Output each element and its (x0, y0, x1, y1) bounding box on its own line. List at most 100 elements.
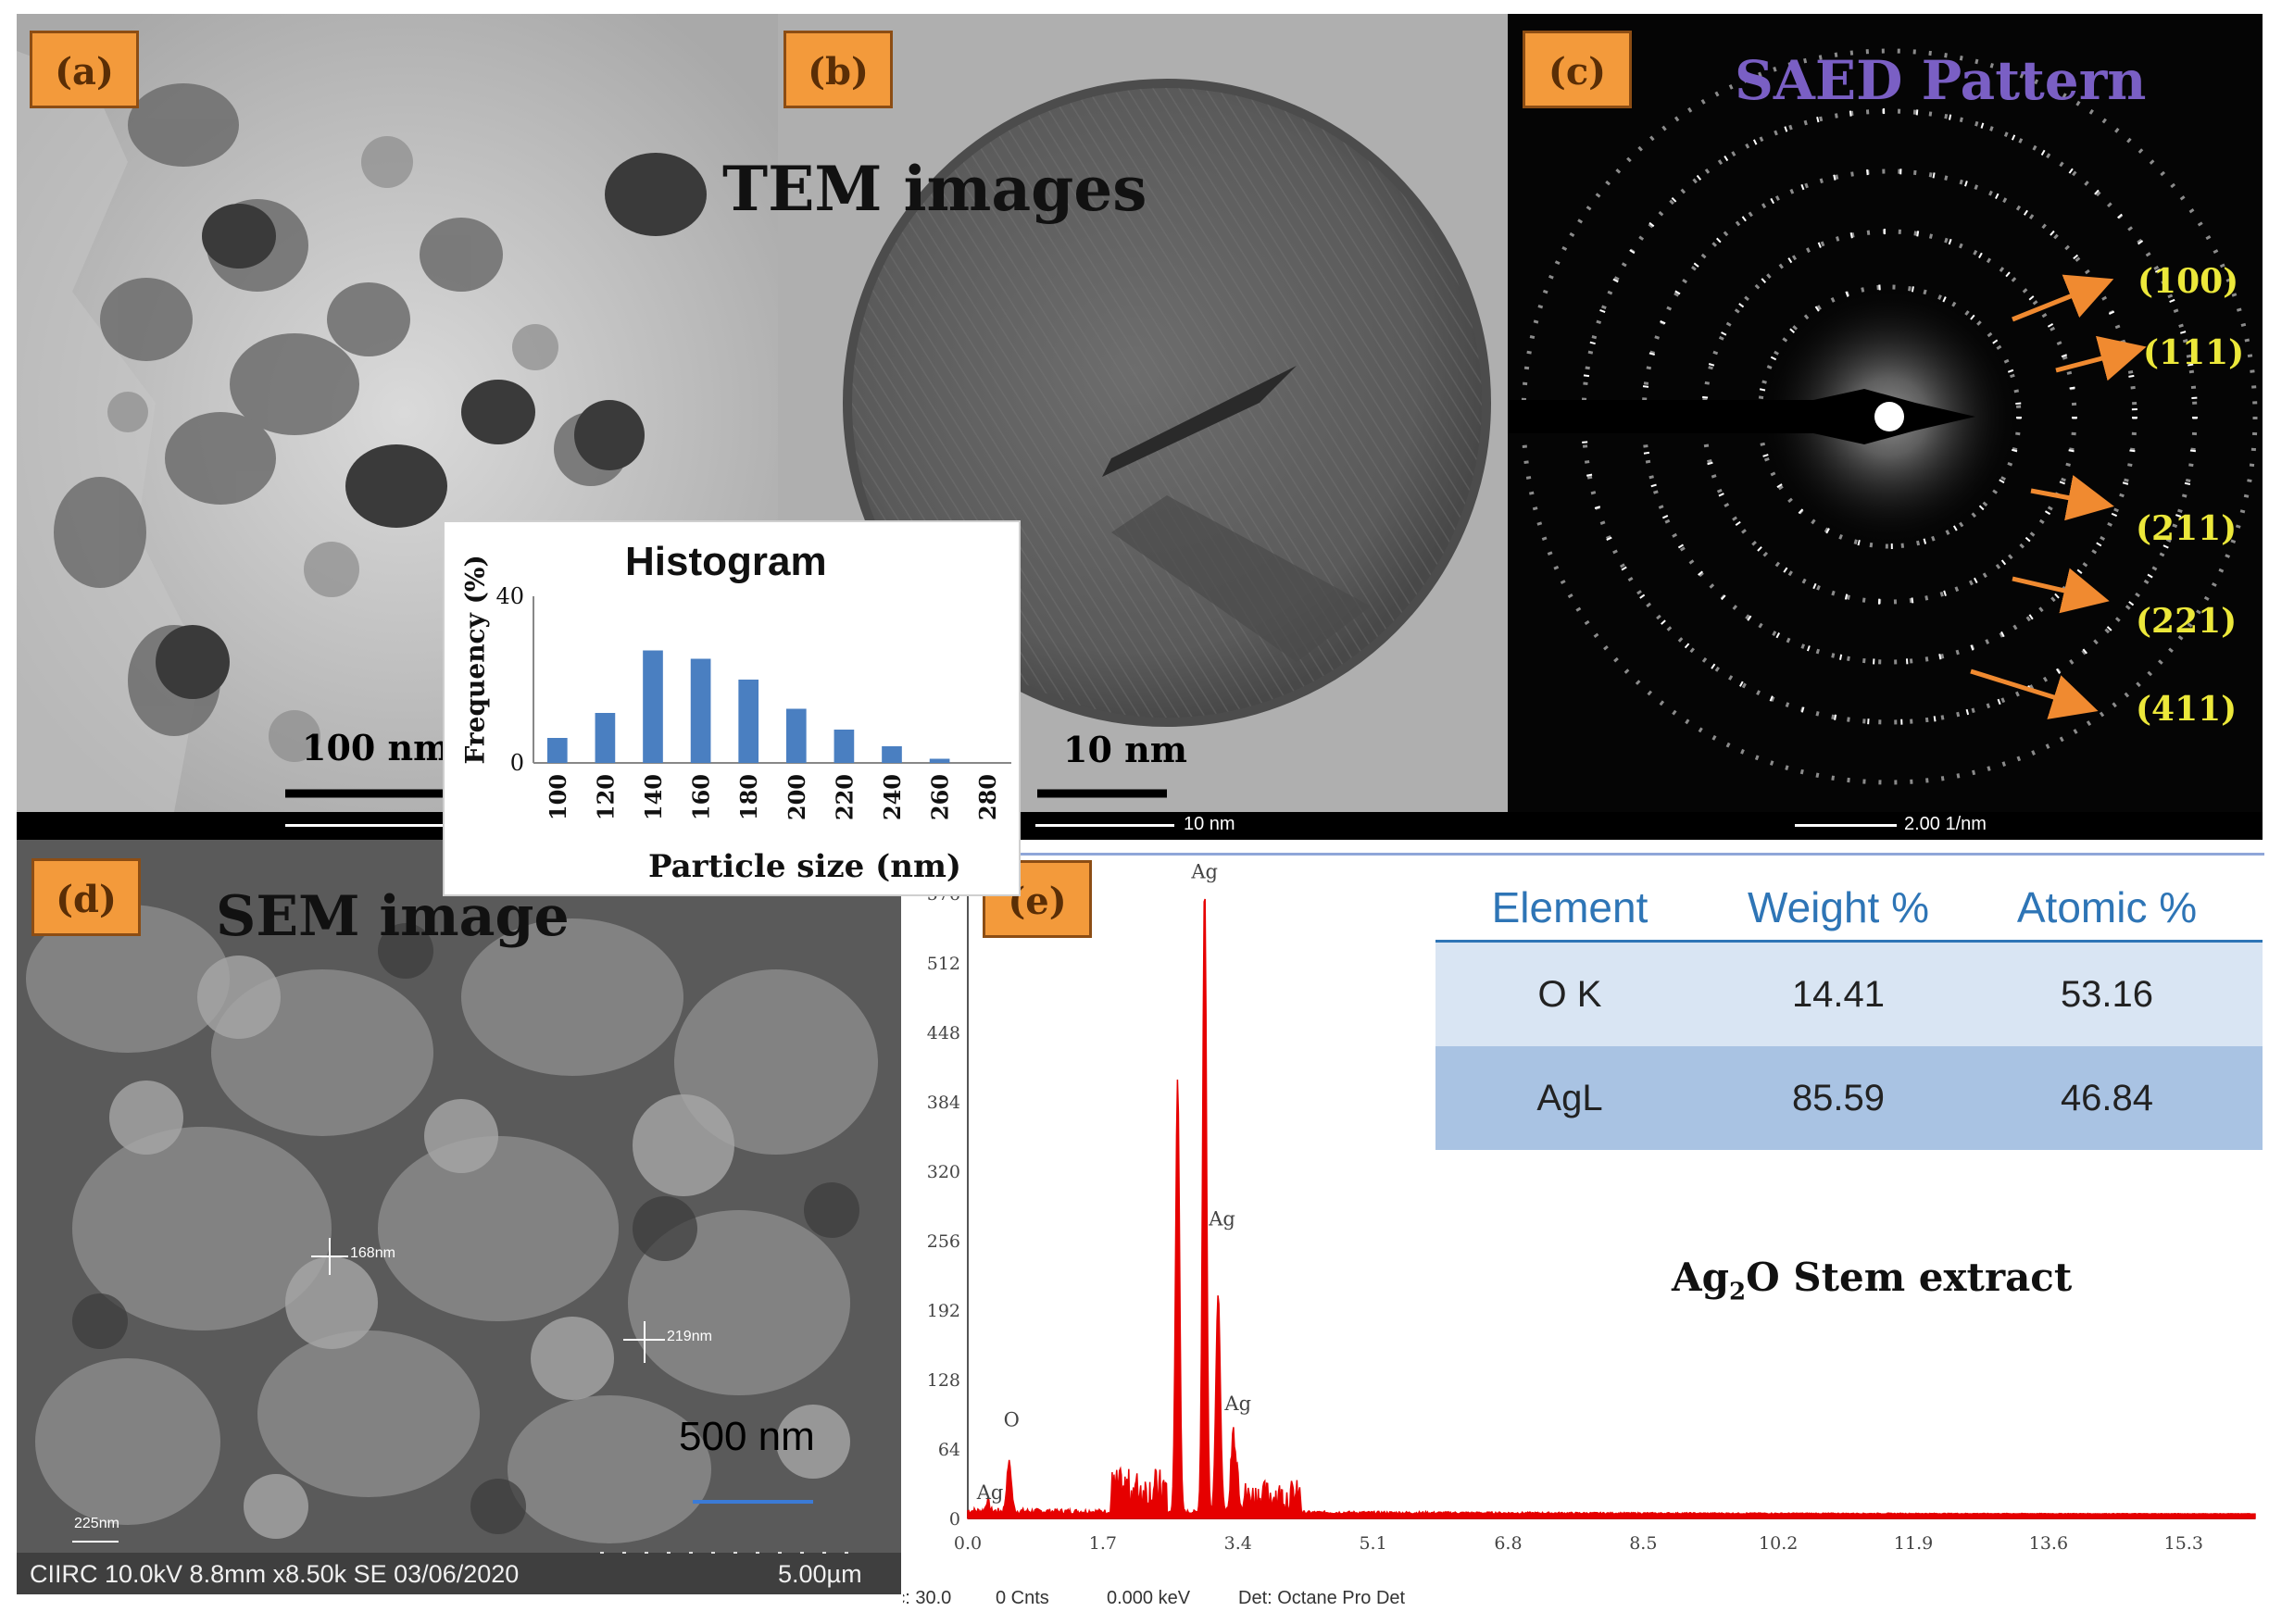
histogram-x-tick: 220 (831, 774, 858, 820)
histogram-x-tick: 180 (735, 774, 762, 820)
histogram-bar (738, 680, 759, 763)
saed-bar-scale (1795, 824, 1897, 827)
eds-x-tick: 11.9 (1894, 1533, 1933, 1554)
histogram-x-tick: 240 (879, 774, 906, 820)
saed-plane-111: (111) (2143, 333, 2245, 372)
eds-cell-atomic: 46.84 (2060, 1078, 2154, 1118)
eds-table-row-0: O K 14.41 53.16 (1435, 940, 2263, 1046)
eds-y-tick: 128 (927, 1370, 960, 1391)
eds-sample-sub: 2 (1728, 1278, 1747, 1306)
eds-table: Element Weight % Atomic % O K 14.41 53.1… (1435, 875, 2263, 1150)
sem-footer-scale: 5.00µm (778, 1560, 862, 1588)
saed-plane-411: (411) (2136, 690, 2238, 729)
histogram-x-tick: 160 (688, 774, 715, 820)
sem-measure-2: 219nm (667, 1329, 712, 1344)
histogram-bar (929, 758, 950, 763)
tem-images-title: TEM images (722, 153, 1147, 225)
histogram-x-tick: 280 (974, 774, 1001, 820)
eds-table-row-1: AgL 85.59 46.84 (1435, 1046, 2263, 1150)
histogram-bar (882, 746, 902, 763)
histogram-inset: 100 120 140 160 180 200 220 240 260 280 0 40 Histo… (443, 520, 1021, 896)
saed-plane-211: (211) (2136, 509, 2238, 548)
panel-c-saed: (c) SAED Pattern (100) (111) (211) (221)… (1508, 14, 2263, 812)
eds-peak-label: Ag (976, 1481, 1004, 1504)
eds-peak-label: Ag (1223, 1393, 1251, 1415)
eds-status-cnts: 0 Cnts (996, 1588, 1049, 1608)
eds-x-tick: 8.5 (1629, 1533, 1657, 1554)
panel-a-label: (a) (30, 31, 139, 108)
histogram-bar (595, 713, 616, 763)
eds-table-header-row: Element Weight % Atomic % (1435, 875, 2263, 940)
histogram-bar (785, 708, 807, 763)
saed-bar-caption: 2.00 1/nm (1904, 814, 1987, 834)
eds-peak-label: Ag (1190, 861, 1218, 883)
eds-y-tick: 256 (927, 1231, 960, 1252)
histogram-ylabel: Frequency (%) (459, 555, 491, 765)
eds-status-det: Det: Octane Pro Det (1238, 1588, 1406, 1608)
histogram-x-tick: 120 (592, 774, 619, 820)
saed-arrows (1970, 274, 2147, 719)
sem-micrograph (17, 840, 901, 1594)
eds-x-tick: 15.3 (2164, 1533, 2203, 1554)
saed-title: SAED Pattern (1735, 49, 2147, 112)
eds-x-tick: 13.6 (2029, 1533, 2068, 1554)
histogram-bar (643, 650, 663, 763)
eds-sample-suffix: O Stem extract (1746, 1255, 2073, 1300)
eds-y-tick: 192 (927, 1301, 960, 1321)
sem-measure-1: 168nm (350, 1245, 395, 1261)
eds-spectrum-chart: 064128192256320384448512576 0.01.73.45.1… (927, 861, 2256, 1554)
eds-cell-element: O K (1537, 974, 1602, 1015)
eds-peak-label: O (1004, 1408, 1020, 1430)
eds-sample-name: Ag2O Stem extract (1672, 1255, 2072, 1305)
eds-cell-weight: 85.59 (1791, 1078, 1886, 1118)
eds-cell-weight: 14.41 (1791, 974, 1886, 1015)
panel-b-scale-label: 10 nm (1063, 729, 1187, 770)
sem-measure-3: 225nm (74, 1516, 119, 1531)
histogram-x-tick: 100 (545, 774, 571, 820)
eds-y-tick: 0 (949, 1509, 960, 1530)
panel-c-label: (c) (1523, 31, 1632, 108)
eds-sample-prefix: Ag (1672, 1255, 1729, 1300)
sem-scale-label: 500 nm (679, 1414, 815, 1459)
tem-bottom-bar: 10 nm 2.00 1/nm (17, 812, 2263, 840)
histogram-bar (834, 730, 855, 763)
tem-a-bar-scale (285, 824, 443, 827)
eds-top-rule (903, 853, 2264, 856)
panel-d-sem: (d) SEM image 168nm 219nm 225nm 500 nm C… (17, 840, 901, 1594)
histogram-chart: 100 120 140 160 180 200 220 240 260 280 0 40 (495, 583, 1011, 820)
tem-b-bar-caption: 10 nm (1184, 814, 1235, 834)
histogram-x-tick: 260 (927, 774, 954, 820)
eds-header-weight: Weight % (1747, 883, 1930, 931)
eds-y-tick: 512 (927, 954, 960, 974)
eds-y-tick: 320 (927, 1162, 960, 1182)
histogram-x-tick: 200 (783, 774, 810, 820)
panel-d-label: (d) (31, 858, 141, 936)
tem-b-bar-scale (1035, 824, 1174, 827)
eds-x-tick: 1.7 (1089, 1533, 1117, 1554)
tem-a-micrograph (17, 14, 792, 812)
eds-y-tick: 384 (927, 1093, 960, 1113)
histogram-title: Histogram (625, 539, 827, 584)
histogram-y-tick: 0 (510, 750, 524, 776)
saed-diffraction-pattern (1508, 14, 2263, 812)
panel-a-tem: (a) 100 nm (17, 14, 792, 812)
saed-plane-100: (100) (2137, 262, 2239, 301)
eds-x-tick: 5.1 (1359, 1533, 1386, 1554)
histogram-bar (546, 738, 568, 763)
eds-y-tick: 448 (927, 1023, 960, 1043)
eds-status-bar: Lsec: 30.0 0 Cnts 0.000 keV Det: Octane … (903, 1588, 2264, 1616)
histogram-xlabel: Particle size (nm) (648, 848, 962, 885)
eds-cell-atomic: 53.16 (2060, 974, 2154, 1015)
histogram-y-tick: 40 (495, 583, 524, 609)
panel-b-label: (b) (783, 31, 893, 108)
eds-header-element: Element (1491, 883, 1648, 931)
eds-x-tick: 3.4 (1224, 1533, 1252, 1554)
saed-plane-221: (221) (2136, 602, 2238, 641)
eds-x-tick: 0.0 (954, 1533, 982, 1554)
eds-header-atomic: Atomic % (2016, 883, 2198, 931)
eds-x-tick: 6.8 (1494, 1533, 1522, 1554)
eds-status-lsec: Lsec: 30.0 (903, 1588, 952, 1608)
sem-footer-info: CIIRC 10.0kV 8.8mm x8.50k SE 03/06/2020 (30, 1560, 520, 1588)
eds-peak-label: Ag (1208, 1208, 1235, 1230)
eds-x-tick: 10.2 (1759, 1533, 1798, 1554)
